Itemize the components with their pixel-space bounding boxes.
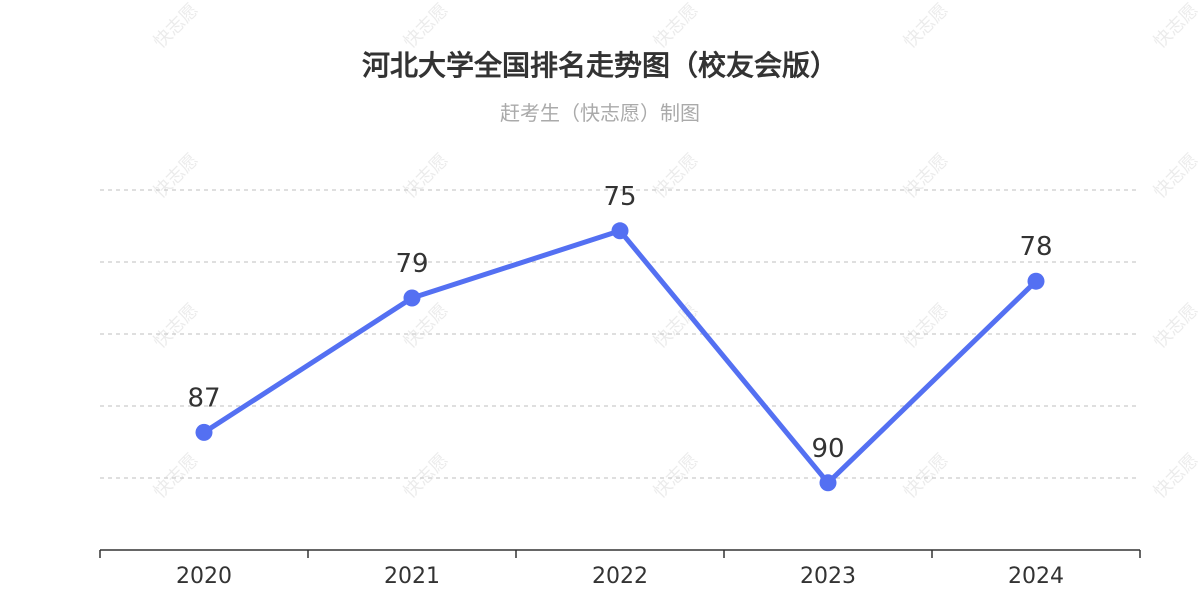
watermark-text: 快志愿 bbox=[650, 150, 703, 203]
watermark-text: 快志愿 bbox=[1150, 300, 1200, 353]
x-tick-label: 2021 bbox=[384, 564, 440, 589]
watermark-text: 快志愿 bbox=[1150, 0, 1200, 53]
x-tick-label: 2023 bbox=[800, 564, 856, 589]
x-tick-label: 2022 bbox=[592, 564, 648, 589]
data-point bbox=[403, 289, 421, 307]
data-label: 78 bbox=[1019, 232, 1052, 262]
watermark-text: 快志愿 bbox=[650, 450, 703, 503]
data-point bbox=[195, 423, 213, 441]
gridlines bbox=[100, 189, 1140, 479]
watermark-text: 快志愿 bbox=[900, 450, 953, 503]
watermark-text: 快志愿 bbox=[150, 150, 203, 203]
x-axis: 2020 2021 2022 2023 2024 bbox=[99, 549, 1141, 589]
x-tick-label: 2020 bbox=[176, 564, 232, 589]
data-point bbox=[1027, 272, 1045, 290]
watermark-text: 快志愿 bbox=[400, 300, 453, 353]
watermark-text: 快志愿 bbox=[400, 0, 453, 53]
watermark-text: 快志愿 bbox=[150, 450, 203, 503]
x-tick-label: 2024 bbox=[1008, 564, 1064, 589]
watermark-text: 快志愿 bbox=[900, 150, 953, 203]
watermark-text: 快志愿 bbox=[650, 0, 703, 53]
data-label: 90 bbox=[811, 434, 844, 464]
watermark-text: 快志愿 bbox=[1150, 150, 1200, 203]
series-layer: 87 79 75 90 78 bbox=[187, 182, 1053, 492]
data-label: 87 bbox=[187, 383, 220, 413]
watermark-text: 快志愿 bbox=[150, 300, 203, 353]
series-line bbox=[201, 228, 1039, 486]
watermark-text: 快志愿 bbox=[400, 150, 453, 203]
chart-subtitle: 赶考生（快志愿）制图 bbox=[500, 101, 700, 125]
data-point bbox=[611, 222, 629, 240]
watermark-text: 快志愿 bbox=[1150, 450, 1200, 503]
watermark-text: 快志愿 bbox=[650, 300, 703, 353]
data-label: 79 bbox=[395, 249, 428, 279]
data-point bbox=[819, 474, 837, 492]
chart-title: 河北大学全国排名走势图（校友会版） bbox=[362, 49, 838, 82]
data-label: 75 bbox=[603, 182, 636, 212]
watermark-text: 快志愿 bbox=[150, 0, 203, 53]
watermark-text: 快志愿 bbox=[900, 0, 953, 53]
watermark-text: 快志愿 bbox=[900, 300, 953, 353]
watermark-text: 快志愿 bbox=[400, 450, 453, 503]
